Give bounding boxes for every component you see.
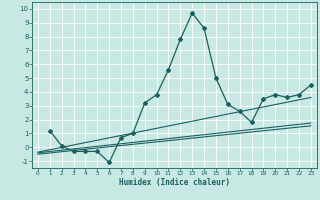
X-axis label: Humidex (Indice chaleur): Humidex (Indice chaleur) — [119, 178, 230, 187]
